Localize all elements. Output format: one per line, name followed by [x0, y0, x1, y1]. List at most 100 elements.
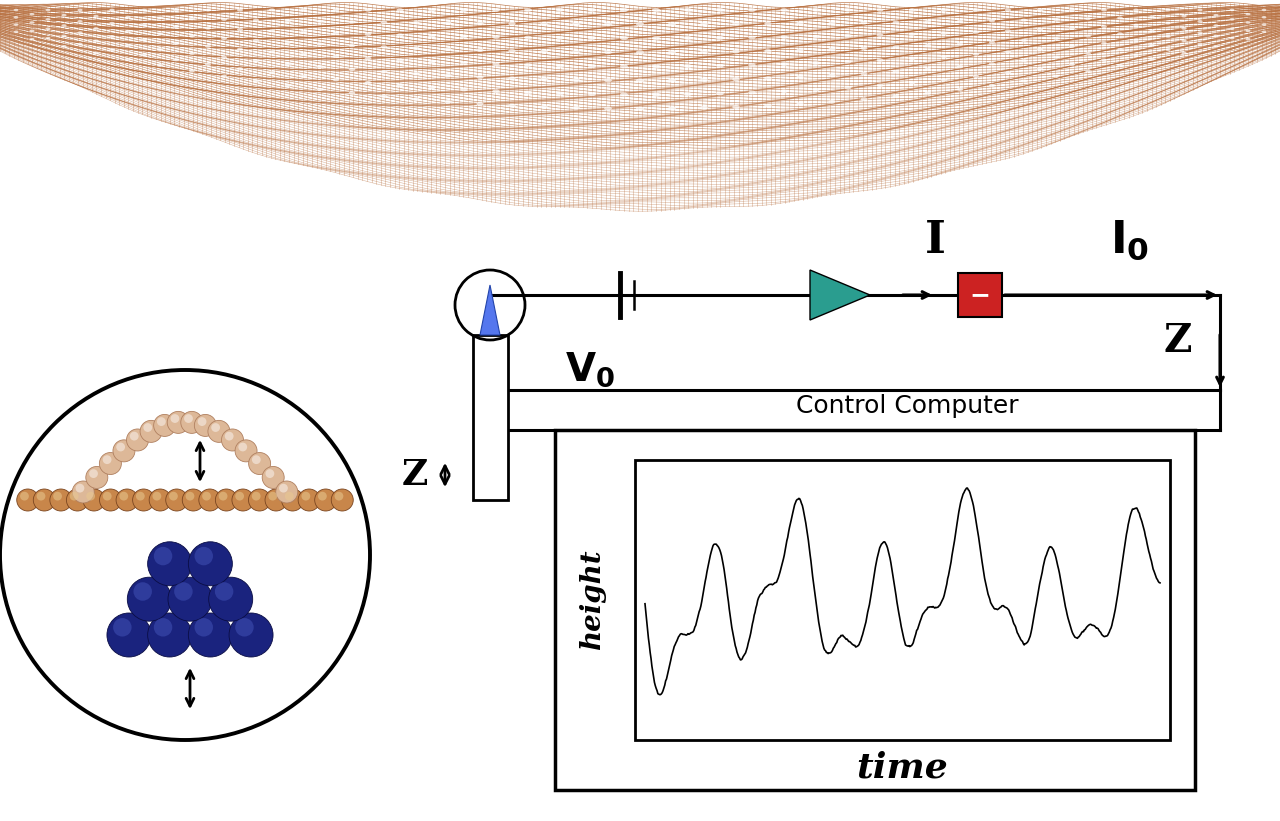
Ellipse shape — [1133, 24, 1139, 26]
Ellipse shape — [348, 21, 356, 24]
Ellipse shape — [476, 21, 484, 25]
Circle shape — [119, 492, 128, 501]
Ellipse shape — [636, 22, 644, 26]
Ellipse shape — [1165, 9, 1171, 11]
Circle shape — [150, 489, 172, 511]
Ellipse shape — [540, 105, 548, 109]
Circle shape — [195, 547, 212, 566]
Ellipse shape — [1053, 75, 1059, 78]
Circle shape — [215, 489, 237, 511]
Circle shape — [154, 547, 173, 566]
Ellipse shape — [125, 16, 131, 18]
Ellipse shape — [109, 35, 115, 38]
Circle shape — [69, 492, 78, 501]
Ellipse shape — [1245, 30, 1251, 32]
Ellipse shape — [1181, 39, 1187, 42]
Ellipse shape — [173, 58, 179, 62]
Ellipse shape — [572, 22, 580, 26]
Ellipse shape — [732, 49, 740, 53]
Circle shape — [317, 492, 326, 501]
Ellipse shape — [1149, 58, 1155, 61]
Ellipse shape — [46, 18, 50, 21]
Ellipse shape — [877, 8, 883, 11]
Ellipse shape — [461, 62, 467, 65]
Ellipse shape — [1230, 27, 1234, 30]
Ellipse shape — [1101, 25, 1107, 28]
Ellipse shape — [1149, 30, 1155, 33]
Ellipse shape — [1230, 9, 1234, 11]
Ellipse shape — [46, 27, 50, 30]
Circle shape — [102, 456, 111, 464]
Circle shape — [225, 432, 233, 441]
Ellipse shape — [125, 58, 131, 61]
Circle shape — [0, 370, 370, 740]
Ellipse shape — [957, 43, 964, 46]
Bar — [556, 430, 1196, 790]
Ellipse shape — [269, 71, 275, 74]
Circle shape — [188, 613, 233, 657]
Circle shape — [285, 492, 293, 501]
Ellipse shape — [860, 98, 868, 101]
Ellipse shape — [781, 35, 787, 39]
Ellipse shape — [1069, 63, 1075, 66]
Ellipse shape — [652, 36, 660, 40]
Ellipse shape — [652, 64, 660, 68]
Ellipse shape — [317, 20, 323, 23]
Ellipse shape — [813, 62, 819, 65]
Ellipse shape — [14, 9, 18, 11]
Ellipse shape — [717, 64, 723, 67]
Circle shape — [248, 452, 270, 475]
Ellipse shape — [828, 48, 836, 51]
Bar — [635, 460, 1170, 740]
Ellipse shape — [813, 88, 819, 91]
Ellipse shape — [365, 81, 371, 85]
Ellipse shape — [412, 21, 420, 25]
Ellipse shape — [61, 45, 67, 48]
Ellipse shape — [525, 90, 531, 94]
Circle shape — [169, 492, 178, 501]
Ellipse shape — [924, 21, 932, 24]
Circle shape — [116, 443, 125, 452]
Ellipse shape — [380, 21, 388, 24]
Ellipse shape — [973, 53, 979, 56]
Ellipse shape — [909, 8, 915, 11]
Ellipse shape — [109, 48, 115, 51]
Ellipse shape — [620, 8, 628, 12]
Ellipse shape — [285, 84, 291, 87]
Ellipse shape — [749, 63, 755, 67]
Circle shape — [332, 489, 353, 511]
Ellipse shape — [796, 102, 804, 106]
Ellipse shape — [1197, 20, 1203, 23]
Ellipse shape — [1149, 44, 1155, 47]
Ellipse shape — [301, 30, 307, 34]
Ellipse shape — [1021, 80, 1027, 82]
Ellipse shape — [957, 88, 964, 91]
Ellipse shape — [557, 8, 563, 11]
Ellipse shape — [732, 105, 740, 109]
Circle shape — [195, 415, 216, 437]
Ellipse shape — [620, 36, 628, 40]
Ellipse shape — [924, 67, 932, 71]
Ellipse shape — [333, 31, 339, 34]
Bar — [957, 273, 1002, 317]
Ellipse shape — [397, 58, 403, 62]
Ellipse shape — [301, 53, 307, 56]
Ellipse shape — [237, 8, 243, 11]
Ellipse shape — [77, 20, 83, 23]
Ellipse shape — [1085, 52, 1091, 55]
Ellipse shape — [700, 106, 708, 110]
Ellipse shape — [717, 92, 723, 95]
Ellipse shape — [796, 76, 804, 79]
Ellipse shape — [1117, 64, 1123, 67]
Ellipse shape — [684, 64, 692, 68]
Ellipse shape — [1037, 48, 1043, 51]
Ellipse shape — [429, 86, 435, 89]
Ellipse shape — [860, 21, 868, 25]
Circle shape — [215, 582, 233, 601]
Ellipse shape — [957, 20, 964, 23]
Circle shape — [202, 492, 211, 501]
Circle shape — [282, 489, 303, 511]
Ellipse shape — [781, 62, 787, 66]
Circle shape — [315, 489, 337, 511]
Ellipse shape — [845, 60, 851, 63]
